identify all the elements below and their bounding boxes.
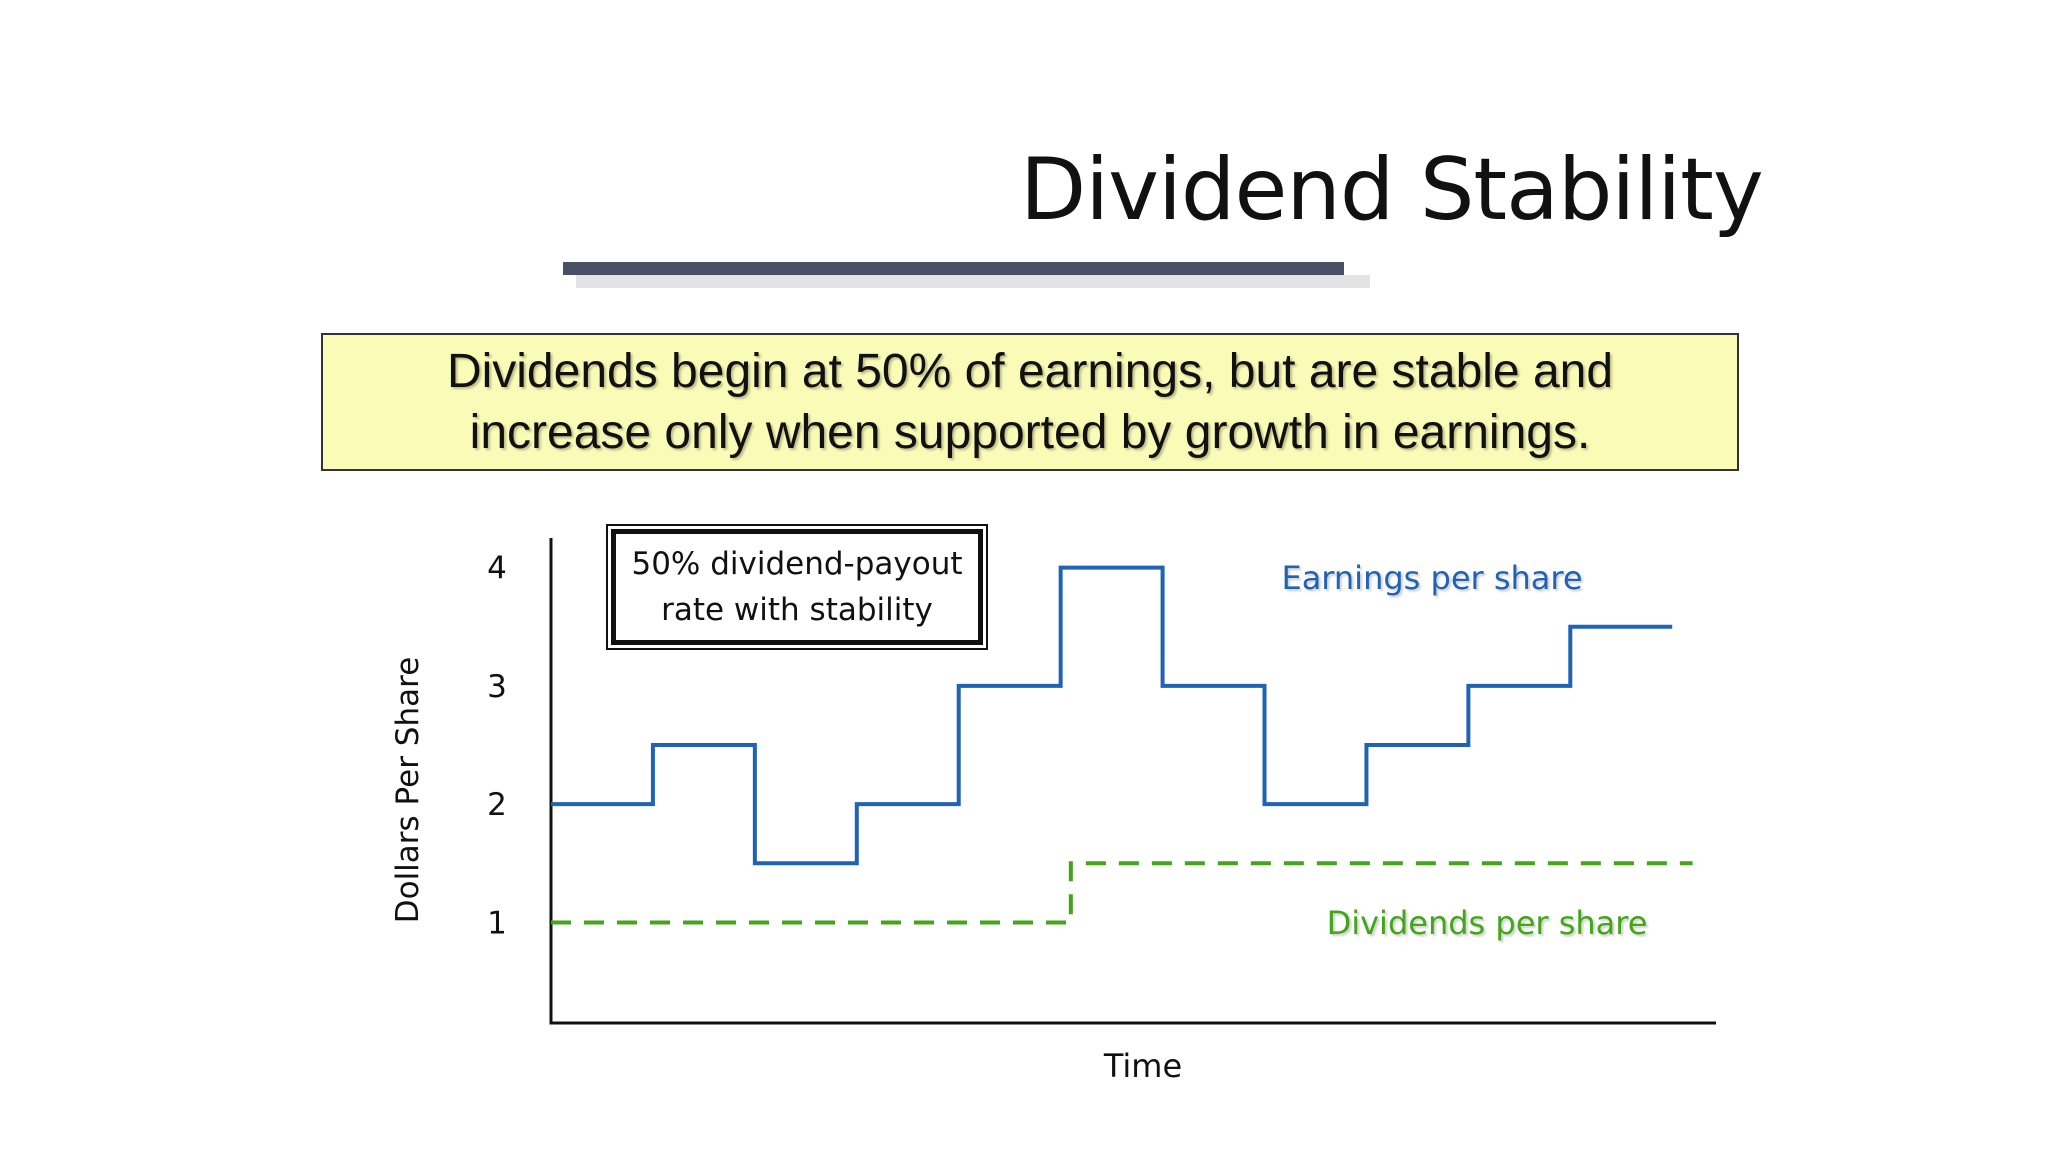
series-line <box>551 565 1673 866</box>
title-rule-shadow <box>576 275 1370 288</box>
title-rule <box>563 262 1344 275</box>
y-axis-label: Dollars Per Share <box>390 657 426 924</box>
callout-box: Dividends begin at 50% of earnings, but … <box>321 333 1739 471</box>
chart-series <box>551 565 1693 925</box>
series-label: Earnings per share <box>1281 559 1582 597</box>
y-tick-labels: 1 2 3 4 <box>487 551 507 942</box>
series-label: Dividends per share <box>1327 904 1648 942</box>
payout-note-text: 50% dividend-payout rate with stability <box>631 546 963 628</box>
y-tick-label: 1 <box>487 905 507 941</box>
series-labels: Earnings per share Dividends per share <box>1281 559 1647 942</box>
y-tick-label: 2 <box>487 787 507 823</box>
callout-text: Dividends begin at 50% of earnings, but … <box>446 345 1614 459</box>
y-tick-label: 4 <box>487 551 507 587</box>
chart-axes <box>549 538 1716 1025</box>
x-axis-label: Time <box>1103 1047 1182 1085</box>
slide-title: Dividend Stability <box>1020 140 1764 240</box>
payout-note-box: 50% dividend-payout rate with stability <box>606 524 988 650</box>
y-tick-label: 3 <box>487 669 507 705</box>
